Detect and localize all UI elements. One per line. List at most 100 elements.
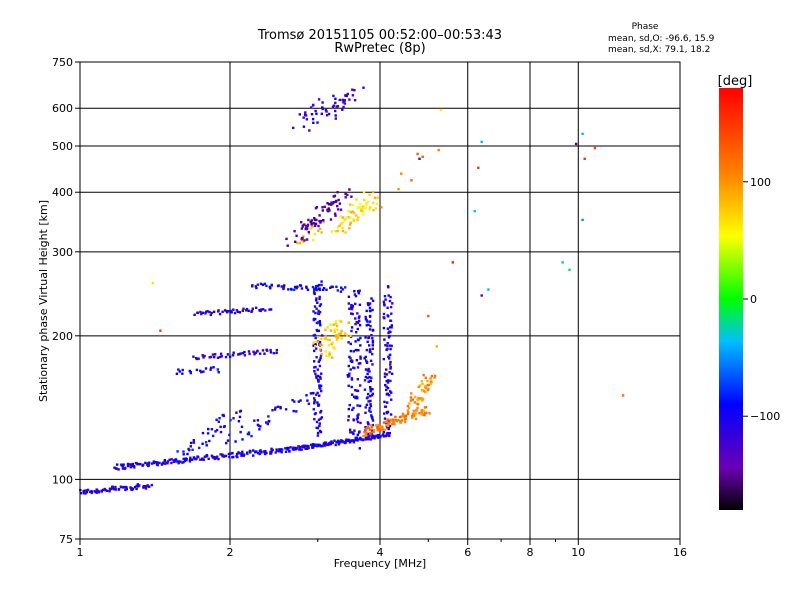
data-point — [427, 314, 430, 318]
data-point — [409, 399, 413, 402]
data-point — [368, 344, 371, 347]
data-point — [401, 419, 404, 422]
data-point — [269, 348, 272, 352]
data-point — [355, 436, 359, 439]
data-point — [336, 226, 340, 229]
data-point — [366, 369, 369, 372]
data-point — [350, 431, 354, 434]
data-point — [358, 404, 362, 408]
data-point — [201, 442, 204, 445]
data-point — [223, 425, 226, 428]
data-point — [383, 417, 387, 420]
data-point — [313, 370, 316, 373]
data-point — [286, 244, 289, 247]
data-point — [356, 397, 359, 400]
data-point — [277, 284, 280, 287]
data-point — [269, 308, 273, 311]
data-point — [256, 423, 260, 427]
data-point — [215, 457, 218, 460]
data-point — [387, 294, 390, 297]
data-point — [355, 349, 359, 352]
data-point — [350, 307, 354, 311]
data-point — [122, 485, 126, 489]
data-point — [359, 421, 362, 425]
data-point — [342, 220, 345, 224]
data-point — [334, 97, 337, 100]
data-point — [427, 388, 430, 391]
data-point — [146, 462, 150, 465]
data-point — [275, 351, 278, 355]
data-point — [239, 430, 242, 434]
colorbar-tick-label: 0 — [750, 293, 757, 306]
data-point — [307, 218, 310, 222]
data-point — [311, 117, 315, 121]
data-point — [204, 367, 208, 370]
data-point — [365, 359, 368, 362]
data-point — [384, 344, 387, 347]
data-point — [300, 287, 304, 290]
data-point — [317, 229, 320, 232]
data-point — [386, 314, 389, 317]
data-point — [421, 397, 425, 401]
data-point — [372, 209, 375, 212]
data-point — [371, 344, 374, 347]
data-point — [369, 399, 372, 403]
data-point — [389, 360, 392, 364]
data-point — [231, 452, 234, 455]
data-point — [312, 103, 315, 107]
data-point — [138, 484, 141, 487]
data-point — [365, 309, 368, 313]
data-point — [426, 379, 429, 383]
data-point — [362, 86, 365, 89]
data-point — [422, 389, 426, 393]
data-point — [356, 218, 359, 222]
data-point — [366, 421, 369, 424]
data-point — [320, 352, 323, 356]
data-point — [317, 378, 320, 381]
data-point — [416, 396, 420, 400]
data-point — [182, 460, 185, 464]
data-point — [104, 488, 107, 492]
data-point — [367, 438, 370, 441]
data-point — [377, 423, 380, 427]
chart-subtitle: RwPretec (8p) — [334, 41, 425, 56]
data-point — [347, 341, 350, 344]
data-point — [174, 458, 177, 461]
data-point — [388, 357, 391, 360]
data-point — [287, 288, 290, 291]
data-point — [347, 302, 350, 305]
data-point — [215, 428, 219, 432]
data-point — [213, 355, 216, 359]
data-point — [316, 403, 320, 407]
data-point — [236, 310, 240, 313]
data-point — [247, 309, 250, 312]
data-point — [305, 227, 309, 231]
data-point — [269, 351, 273, 354]
phase-stats-x: mean, sd,X: 79.1, 18.2 — [608, 45, 710, 55]
data-point — [387, 427, 390, 431]
data-point — [334, 443, 337, 447]
data-point — [348, 440, 352, 443]
data-point — [211, 353, 215, 356]
data-point — [314, 372, 317, 376]
data-point — [310, 219, 313, 222]
data-point — [209, 355, 213, 359]
data-point — [298, 241, 301, 245]
data-point — [397, 187, 400, 191]
data-point — [247, 350, 251, 353]
data-point — [336, 440, 340, 444]
data-point — [418, 384, 422, 387]
data-point — [320, 416, 324, 419]
y-tick-label: 200 — [52, 330, 73, 343]
data-point — [217, 371, 220, 374]
data-point — [363, 206, 366, 209]
data-point — [197, 455, 200, 459]
data-point — [354, 294, 358, 298]
data-point — [334, 335, 338, 338]
data-point — [330, 201, 333, 204]
data-point — [250, 309, 254, 313]
data-point — [331, 105, 335, 109]
data-point — [349, 360, 353, 363]
data-point — [421, 155, 424, 158]
